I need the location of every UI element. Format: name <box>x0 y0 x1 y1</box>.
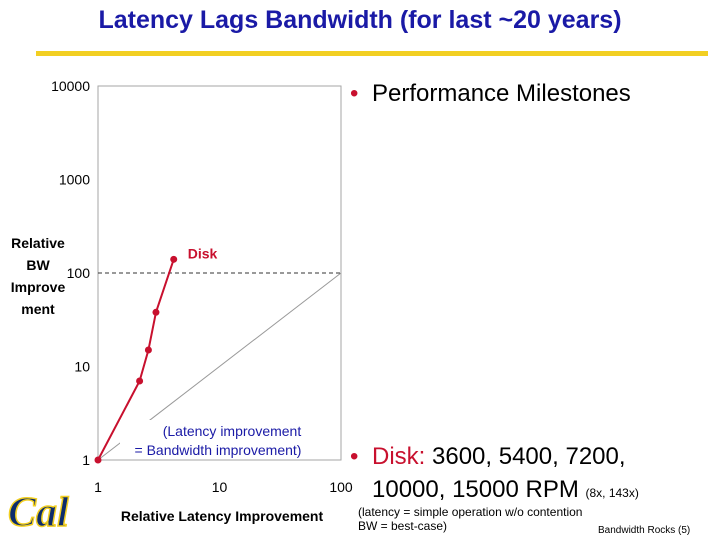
disk-bullet-factors: (8x, 143x) <box>585 486 639 500</box>
y-axis-label-line: BW <box>26 257 50 273</box>
x-axis-label: Relative Latency Improvement <box>121 508 324 524</box>
latency-note: (latency = simple operation w/o contenti… <box>358 505 582 533</box>
bullet-dot: • <box>350 80 359 107</box>
disk-bullet-line1: 3600, 5400, 7200, <box>425 443 626 470</box>
bullet-text: Performance Milestones <box>372 80 631 107</box>
bullet-milestones: • Performance Milestones <box>350 80 631 108</box>
y-tick-label: 10000 <box>51 78 90 94</box>
data-point-disk <box>144 346 152 354</box>
series-label-disk: Disk <box>188 245 218 261</box>
y-tick-label: 1000 <box>59 172 90 188</box>
cal-logo: Cal <box>7 489 70 534</box>
annotation-line-2: = Bandwidth improvement) <box>135 442 302 458</box>
x-tick-label: 10 <box>212 479 228 495</box>
y-axis-label-line: ment <box>21 301 55 317</box>
disk-bullet-label: Disk: <box>372 443 426 470</box>
footer-page: Bandwidth Rocks (5) <box>598 525 691 536</box>
x-tick-label: 1 <box>94 479 102 495</box>
y-tick-label: 100 <box>67 265 91 281</box>
data-point-disk <box>94 456 102 464</box>
title-underline <box>36 51 708 56</box>
latency-note-line2: BW = best-case) <box>358 519 448 533</box>
data-point-disk <box>152 308 160 316</box>
cal-logo-text: Cal <box>8 490 69 534</box>
bullet-disk: • Disk: 3600, 5400, 7200, 10000, 15000 RP… <box>350 440 639 510</box>
x-tick-label: 100 <box>329 479 353 495</box>
y-tick-label: 10 <box>74 359 90 375</box>
annotation-line-1: (Latency improvement <box>163 423 302 439</box>
y-axis-label-line: Improve <box>10 279 66 295</box>
disk-bullet-line2: 10000, 15000 RPM <box>372 476 586 503</box>
data-point-disk <box>136 377 144 385</box>
y-tick-label: 1 <box>82 452 90 468</box>
data-point-disk <box>170 255 178 263</box>
latency-note-line1: (latency = simple operation w/o contenti… <box>358 505 583 519</box>
bullet-dot: • <box>350 443 359 470</box>
y-axis-label-line: Relative <box>11 235 65 251</box>
annotation-box <box>120 420 316 458</box>
slide-title: Latency Lags Bandwidth (for last ~20 yea… <box>98 6 622 34</box>
y-axis-label: Relative BW Improve ment <box>2 232 74 320</box>
